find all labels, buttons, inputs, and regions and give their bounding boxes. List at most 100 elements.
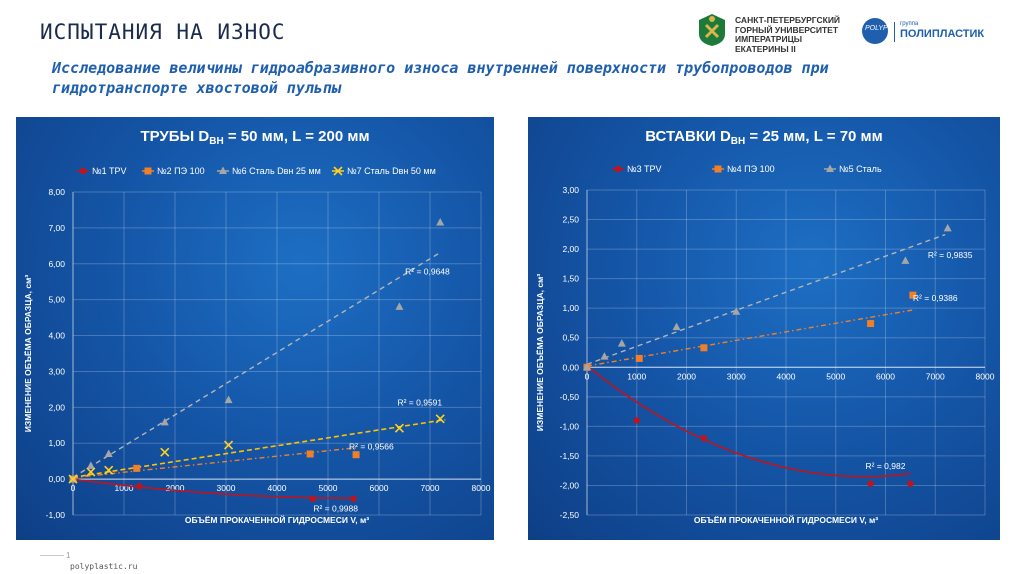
university-name: САНКТ-ПЕТЕРБУРГСКИЙ ГОРНЫЙ УНИВЕРСИТЕТ И… [735, 15, 841, 54]
footer-divider [40, 555, 64, 556]
legend-marker [144, 167, 152, 175]
r2-label: R² = 0,9566 [349, 442, 394, 452]
r2-label: R² = 0,9988 [313, 503, 358, 513]
y-tick-label: -2,50 [560, 510, 580, 520]
x-tick-label: 6000 [876, 371, 895, 381]
x-tick-label: 5000 [826, 371, 845, 381]
trendline [586, 233, 946, 365]
y-tick-label: 0,00 [562, 362, 579, 372]
r2-label: R² = 0,9591 [397, 398, 442, 408]
data-point [394, 423, 404, 433]
data-point [901, 256, 910, 264]
y-tick-label: 3,00 [562, 185, 579, 195]
y-tick-label: 8,00 [48, 187, 65, 197]
y-tick-label: 1,00 [48, 438, 65, 448]
trendline [72, 418, 446, 479]
y-tick-label: -1,50 [560, 451, 580, 461]
data-point [732, 307, 741, 315]
data-point [350, 495, 357, 503]
chart-title-subscript: ВН [209, 136, 223, 147]
data-point [943, 223, 952, 232]
y-tick-label: 0,50 [562, 333, 579, 343]
y-tick-label: 1,50 [562, 274, 579, 284]
chart-title: ТРУБЫ DВН = 50 мм, L = 200 мм [140, 128, 369, 147]
x-tick-label: 3000 [727, 371, 746, 381]
data-point [133, 464, 141, 472]
x-tick-label: 0 [585, 371, 590, 381]
university-logo: САНКТ-ПЕТЕРБУРГСКИЙ ГОРНЫЙ УНИВЕРСИТЕТ И… [695, 12, 855, 53]
chart-inserts: ВСТАВКИ DВН = 25 мм, L = 70 мм №3 TPV №4 П… [535, 128, 995, 525]
data-point [395, 302, 404, 310]
legend-entry: №7 Сталь Dвн 50 мм [332, 166, 436, 176]
company-logo: POLYPLASTIC группа ПОЛИПЛАСТИК [862, 18, 992, 46]
x-tick-label: 2000 [677, 371, 696, 381]
r2-label: R² = 0,9648 [405, 267, 450, 277]
data-point [352, 451, 360, 459]
y-tick-label: 4,00 [48, 331, 65, 341]
legend-label: №1 TPV [92, 166, 127, 176]
data-point [86, 461, 95, 469]
footer-url[interactable]: polyplastic.ru [70, 562, 138, 571]
chart-pipes: ТРУБЫ DВН = 50 мм, L = 200 мм №1 TPV №2 ПЭ… [23, 128, 491, 525]
chart-panel-pipes: ТРУБЫ DВН = 50 мм, L = 200 мм №1 TPV №2 ПЭ… [16, 117, 494, 540]
x-tick-label: 1000 [627, 371, 646, 381]
x-tick-label: 7000 [421, 483, 440, 493]
x-tick-label: 5000 [319, 483, 338, 493]
y-tick-label: 6,00 [48, 259, 65, 269]
y-tick-label: -1,00 [560, 421, 580, 431]
x-tick-label: 8000 [472, 483, 491, 493]
x-axis-title: ОБЪЁМ ПРОКАЧЕННОЙ ГИДРОСМЕСИ V, м³ [694, 514, 878, 525]
legend-marker [614, 165, 622, 173]
legend-label: №4 ПЭ 100 [727, 164, 775, 174]
data-point [224, 395, 233, 404]
data-point [635, 354, 643, 362]
data-point [306, 450, 314, 458]
data-point [136, 483, 143, 490]
x-tick-label: 2000 [166, 483, 185, 493]
company-name: ПОЛИПЛАСТИК [900, 28, 985, 40]
data-point [633, 417, 640, 424]
legend-entry: №4 ПЭ 100 [712, 164, 775, 174]
trendline [72, 446, 359, 479]
page-number: 1 [66, 551, 71, 560]
data-point [436, 218, 445, 226]
data-point [672, 322, 681, 331]
company-emblem-icon: POLYPLASTIC [862, 18, 912, 44]
legend-marker [79, 167, 87, 175]
y-tick-label: 7,00 [48, 223, 65, 233]
y-tick-label: -0,50 [560, 392, 580, 402]
data-point [600, 352, 609, 360]
data-point [160, 447, 170, 457]
y-tick-label: 2,50 [562, 215, 579, 225]
data-point [160, 417, 169, 426]
data-point [867, 480, 874, 487]
data-point [223, 440, 234, 450]
legend-entry: №5 Сталь [824, 164, 882, 174]
r2-label: R² = 0,9835 [928, 250, 973, 260]
data-point [700, 344, 708, 352]
chart-panel-inserts: ВСТАВКИ DВН = 25 мм, L = 70 мм №3 TPV №4 П… [528, 117, 1000, 540]
data-point [700, 434, 708, 442]
slide-subtitle: Исследование величины гидроабразивного и… [52, 59, 829, 97]
data-point [583, 362, 591, 371]
data-point [617, 339, 626, 347]
y-tick-label: 5,00 [48, 295, 65, 305]
data-point [86, 467, 96, 477]
data-point [68, 474, 78, 484]
legend-entry: №6 Сталь Dвн 25 мм [217, 166, 321, 176]
data-point [867, 320, 875, 328]
y-axis-title: ИЗМЕНЕНИЕ ОБЪЁМА ОБРАЗЦА, см³ [23, 275, 33, 433]
legend-label: №7 Сталь Dвн 50 мм [347, 166, 436, 176]
y-tick-label: 1,00 [562, 303, 579, 313]
x-tick-label: 7000 [926, 371, 945, 381]
legend-marker [826, 164, 834, 172]
data-point [909, 291, 917, 299]
data-point [309, 495, 316, 503]
legend-label: №6 Сталь Dвн 25 мм [232, 166, 321, 176]
r2-label: R² = 0,9386 [913, 293, 958, 303]
company-emblem-text: POLYPLASTIC [865, 25, 913, 32]
slide-title: ИСПЫТАНИЯ НА ИЗНОС [40, 20, 286, 44]
y-tick-label: -1,00 [46, 510, 66, 520]
chart-title-main: ВСТАВКИ D [645, 128, 731, 145]
data-point [907, 480, 914, 487]
